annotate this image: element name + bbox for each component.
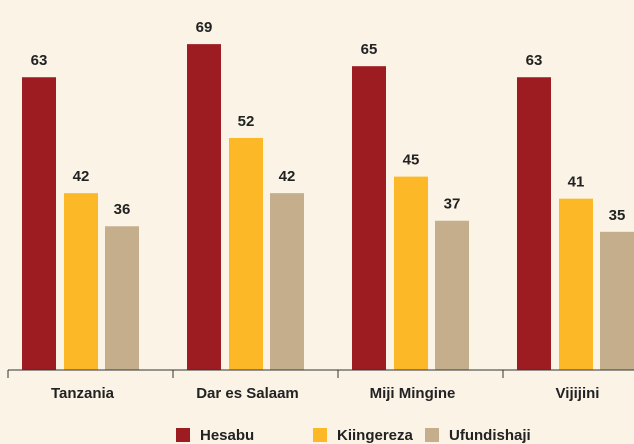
- value-label: 37: [444, 196, 461, 213]
- value-label: 69: [196, 19, 213, 36]
- legend-label: Hesabu: [200, 427, 254, 444]
- x-tick-label: Dar es Salaam: [196, 385, 299, 402]
- bar: [105, 226, 139, 370]
- legend-swatch: [176, 428, 190, 442]
- value-label: 42: [279, 168, 296, 185]
- value-label: 52: [238, 113, 255, 130]
- value-label: 42: [73, 168, 90, 185]
- legend-label: Ufundishaji: [449, 427, 531, 444]
- x-tick-label: Tanzania: [51, 385, 115, 402]
- value-label: 63: [31, 52, 48, 69]
- legend-swatch: [313, 428, 327, 442]
- bar: [22, 77, 56, 371]
- legend-label: Kiingereza: [337, 427, 414, 444]
- bar: [352, 66, 386, 370]
- x-tick-label: Vijijini: [556, 385, 600, 402]
- legend-swatch: [425, 428, 439, 442]
- x-tick-label: Miji Mingine: [370, 385, 456, 402]
- bar: [435, 220, 469, 370]
- value-label: 36: [114, 201, 131, 218]
- value-label: 41: [568, 174, 585, 191]
- value-label: 63: [526, 52, 543, 69]
- bar: [64, 193, 98, 370]
- value-label: 65: [361, 41, 378, 58]
- value-label: 45: [403, 152, 420, 169]
- bar: [559, 198, 593, 370]
- bar: [600, 231, 634, 370]
- bar: [270, 193, 304, 370]
- value-label: 35: [609, 207, 626, 224]
- bar: [187, 44, 221, 371]
- bar: [517, 77, 551, 371]
- bar: [229, 137, 263, 370]
- bar: [394, 176, 428, 370]
